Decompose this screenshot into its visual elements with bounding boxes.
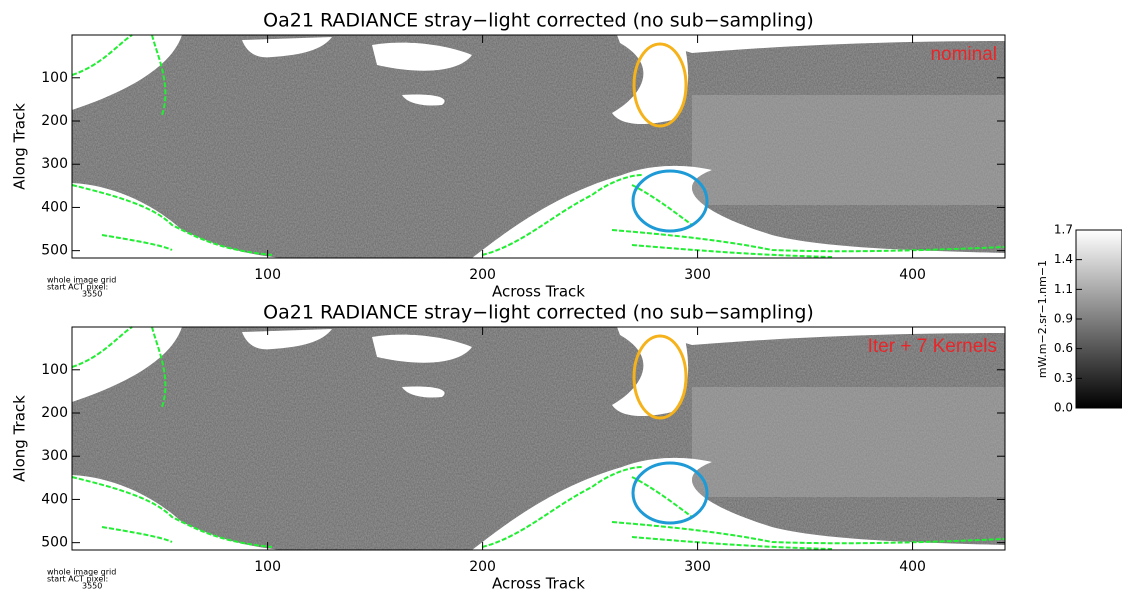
y-tick-label: 400 bbox=[41, 199, 68, 215]
x-axis-label: Across Track bbox=[492, 283, 585, 301]
y-tick-label: 300 bbox=[41, 448, 68, 464]
annotation: Iter + 7 Kernels bbox=[868, 336, 997, 357]
note: 3550 bbox=[82, 290, 102, 299]
y-tick-label: 500 bbox=[41, 243, 68, 259]
colorbar-tick-label: 0.3 bbox=[1054, 371, 1073, 385]
y-tick-label: 400 bbox=[41, 491, 68, 507]
y-tick-label: 200 bbox=[41, 113, 68, 129]
colorbar-tick-label: 1.1 bbox=[1054, 282, 1073, 296]
annotation: nominal bbox=[930, 44, 997, 65]
plot-frame bbox=[71, 34, 1006, 259]
x-tick-label: 100 bbox=[254, 267, 281, 283]
y-tick-label: 100 bbox=[41, 362, 68, 378]
radiance-image bbox=[72, 35, 1005, 258]
y-tick-label: 300 bbox=[41, 156, 68, 172]
y-axis-label: Along Track bbox=[11, 103, 29, 190]
colorbar-tick-label: 0.9 bbox=[1054, 312, 1073, 326]
x-tick-label: 100 bbox=[254, 559, 281, 575]
colorbar-label: mW.m−2.sr−1.nm−1 bbox=[1036, 260, 1049, 378]
x-tick-label: 400 bbox=[899, 559, 926, 575]
x-tick-label: 300 bbox=[684, 267, 711, 283]
colorbar-tick-label: 0.6 bbox=[1054, 341, 1073, 355]
note: start ACT pixel: bbox=[47, 575, 108, 584]
x-axis-label: Across Track bbox=[492, 575, 585, 593]
chart-title: Oa21 RADIANCE stray−light corrected (no … bbox=[263, 10, 814, 32]
highlight-blue bbox=[631, 461, 709, 525]
y-tick-label: 500 bbox=[41, 535, 68, 551]
plot-frame bbox=[71, 326, 1006, 551]
x-tick-label: 300 bbox=[684, 559, 711, 575]
colorbar-tick-label: 1.7 bbox=[1054, 223, 1073, 237]
x-tick-label: 200 bbox=[469, 267, 496, 283]
highlight-blue bbox=[631, 169, 709, 233]
y-tick-label: 200 bbox=[41, 405, 68, 421]
highlight-orange bbox=[632, 42, 688, 128]
y-tick-label: 100 bbox=[41, 70, 68, 86]
highlight-orange bbox=[632, 334, 688, 420]
x-tick-label: 200 bbox=[469, 559, 496, 575]
note: 3550 bbox=[82, 582, 102, 591]
y-axis-label: Along Track bbox=[11, 395, 29, 482]
note: start ACT pixel: bbox=[47, 283, 108, 292]
x-tick-label: 400 bbox=[899, 267, 926, 283]
colorbar bbox=[1075, 229, 1122, 409]
chart-title: Oa21 RADIANCE stray−light corrected (no … bbox=[263, 302, 814, 324]
colorbar-tick-label: 1.4 bbox=[1054, 252, 1073, 266]
radiance-image bbox=[72, 327, 1005, 550]
note: whole image grid bbox=[47, 568, 116, 577]
note: whole image grid bbox=[47, 276, 116, 285]
colorbar-tick-label: 0.0 bbox=[1054, 401, 1073, 415]
